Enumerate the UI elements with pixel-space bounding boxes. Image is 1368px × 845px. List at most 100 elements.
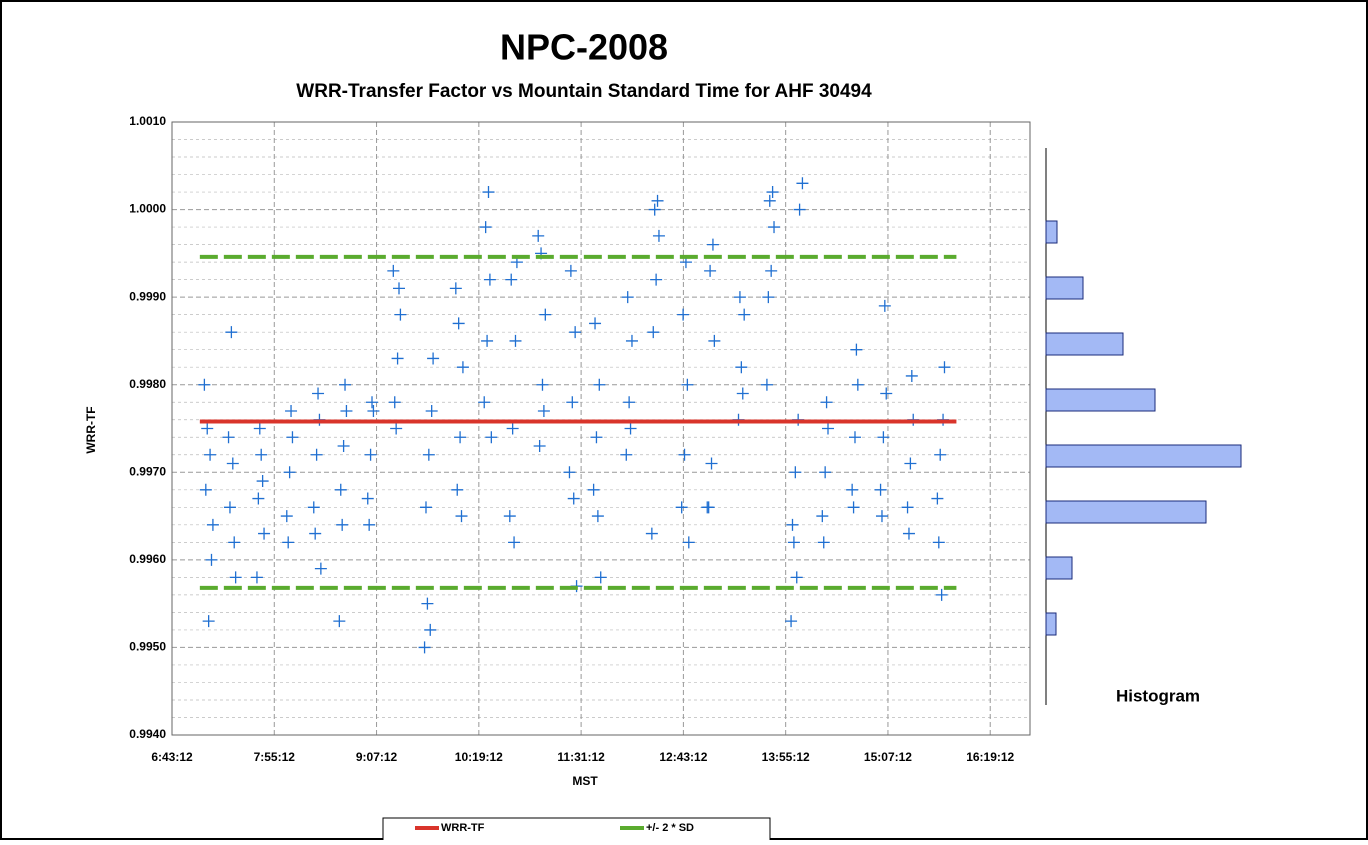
- scatter-point: [934, 448, 947, 461]
- y-tick-label: 0.9940: [129, 727, 166, 741]
- scatter-point: [624, 422, 637, 435]
- histogram-bar: [1045, 276, 1084, 300]
- scatter-point: [590, 431, 603, 444]
- scatter-point: [817, 536, 830, 549]
- scatter-point: [312, 387, 325, 400]
- scatter-point: [361, 492, 374, 505]
- scatter-point: [902, 527, 915, 540]
- scatter-point: [796, 177, 809, 190]
- scatter-point: [850, 343, 863, 356]
- scatter-point: [733, 291, 746, 304]
- scatter-point: [222, 431, 235, 444]
- scatter-point: [333, 615, 346, 628]
- scatter-point: [394, 308, 407, 321]
- scatter-point: [793, 203, 806, 216]
- scatter-point: [569, 326, 582, 339]
- scatter-point: [594, 571, 607, 584]
- scatter-point: [932, 536, 945, 549]
- scatter-point: [564, 264, 577, 277]
- scatter-point: [705, 457, 718, 470]
- y-axis-label: WRR-TF: [84, 406, 98, 453]
- scatter-point: [766, 186, 779, 199]
- histogram-bar: [1045, 612, 1057, 636]
- scatter-point: [225, 326, 238, 339]
- scatter-point: [506, 422, 519, 435]
- scatter-point: [286, 431, 299, 444]
- scatter-point: [846, 483, 859, 496]
- scatter-point: [591, 510, 604, 523]
- scatter-point: [847, 501, 860, 514]
- scatter-point: [904, 457, 917, 470]
- scatter-point: [252, 492, 265, 505]
- scatter-point: [851, 378, 864, 391]
- scatter-point: [419, 501, 432, 514]
- scatter-point: [456, 361, 469, 374]
- scatter-point: [901, 501, 914, 514]
- scatter-point: [652, 229, 665, 242]
- histogram-bar: [1045, 500, 1207, 524]
- scatter-point: [455, 510, 468, 523]
- x-tick-label: 9:07:12: [356, 750, 398, 764]
- scatter-point: [314, 562, 327, 575]
- y-tick-label: 0.9990: [129, 289, 166, 303]
- scatter-point: [938, 361, 951, 374]
- scatter-point: [786, 518, 799, 531]
- scatter-point: [393, 282, 406, 295]
- scatter-point: [367, 404, 380, 417]
- legend-label: WRR-TF: [441, 822, 485, 834]
- scatter-point: [566, 396, 579, 409]
- scatter-point: [682, 536, 695, 549]
- scatter-point: [307, 501, 320, 514]
- scatter-point: [645, 527, 658, 540]
- scatter-point: [878, 299, 891, 312]
- x-tick-label: 12:43:12: [659, 750, 707, 764]
- scatter-point: [648, 203, 661, 216]
- plot-area: [171, 121, 1031, 736]
- scatter-point: [935, 588, 948, 601]
- scatter-point: [816, 510, 829, 523]
- scatter-point: [205, 553, 218, 566]
- scatter-point: [422, 448, 435, 461]
- chart-subtitle: WRR-Transfer Factor vs Mountain Standard…: [296, 81, 872, 102]
- scatter-point: [202, 615, 215, 628]
- y-tick-label: 0.9950: [129, 640, 166, 654]
- scatter-point: [451, 483, 464, 496]
- scatter-point: [931, 492, 944, 505]
- scatter-point: [532, 229, 545, 242]
- scatter-point: [822, 422, 835, 435]
- scatter-point: [337, 440, 350, 453]
- scatter-point: [877, 431, 890, 444]
- scatter-point: [820, 396, 833, 409]
- scatter-point: [620, 448, 633, 461]
- scatter-point: [647, 326, 660, 339]
- scatter-point: [479, 221, 492, 234]
- scatter-point: [677, 308, 690, 321]
- scatter-point: [256, 475, 269, 488]
- scatter-point: [880, 387, 893, 400]
- scatter-point: [228, 536, 241, 549]
- scatter-point: [283, 466, 296, 479]
- scatter-point: [874, 483, 887, 496]
- scatter-point: [537, 404, 550, 417]
- scatter-point: [505, 273, 518, 286]
- scatter-point: [625, 334, 638, 347]
- histogram-bar: [1045, 556, 1073, 580]
- scatter-point: [735, 361, 748, 374]
- scatter-point: [391, 352, 404, 365]
- scatter-point: [819, 466, 832, 479]
- scatter-point: [533, 440, 546, 453]
- scatter-point: [508, 536, 521, 549]
- scatter-point: [255, 448, 268, 461]
- scatter-point: [701, 501, 714, 514]
- scatter-point: [539, 308, 552, 321]
- scatter-point: [785, 615, 798, 628]
- scatter-point: [418, 641, 431, 654]
- y-tick-label: 0.9980: [129, 377, 166, 391]
- scatter-point: [478, 396, 491, 409]
- chart-title: NPC-2008: [500, 27, 668, 68]
- y-tick-label: 0.9970: [129, 464, 166, 478]
- scatter-point: [905, 369, 918, 382]
- scatter-point: [708, 334, 721, 347]
